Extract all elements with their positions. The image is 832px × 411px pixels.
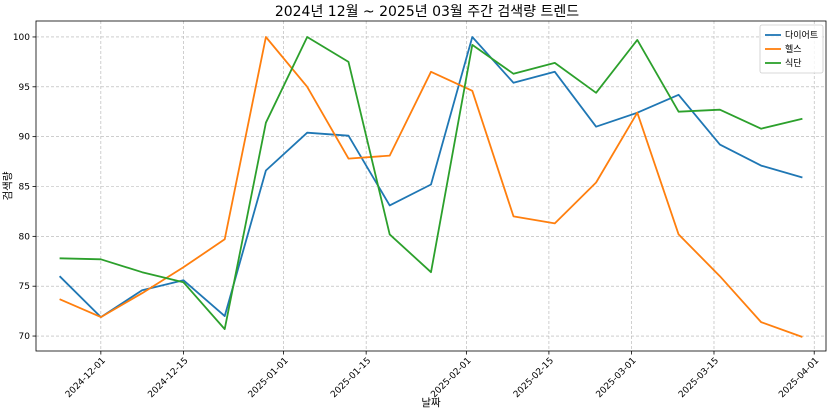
y-tick-label: 85 bbox=[19, 182, 30, 192]
ticks: 70 75 80 85 90 95 100 2024-12-01 2024-12-15 2025-… bbox=[13, 33, 822, 400]
series-line bbox=[58, 36, 803, 319]
y-tick-label: 80 bbox=[19, 232, 31, 242]
chart-title: 2024년 12월 ~ 2025년 03월 주간 검색량 트렌드 bbox=[275, 4, 579, 20]
grid bbox=[36, 21, 826, 351]
plot-frame bbox=[35, 20, 827, 352]
x-tick-label: 2024-12-01 bbox=[64, 356, 108, 400]
x-tick-label: 2025-01-01 bbox=[247, 356, 291, 400]
y-tick-label: 90 bbox=[19, 133, 31, 143]
y-axis-label: 검색량 bbox=[2, 171, 14, 200]
series-line bbox=[59, 36, 803, 331]
x-tick-label: 2025-03-01 bbox=[595, 356, 639, 400]
y-tick-label: 95 bbox=[19, 83, 30, 93]
x-axis-label: 날짜 bbox=[421, 397, 441, 409]
x-tick-label: 2025-02-15 bbox=[512, 356, 556, 400]
legend-label: 식단 bbox=[785, 58, 802, 69]
x-tick-label: 2025-04-01 bbox=[777, 356, 821, 400]
x-tick-label: 2024-12-15 bbox=[146, 356, 190, 400]
legend-box bbox=[759, 24, 824, 74]
series-lines bbox=[58, 36, 803, 338]
y-tick-label: 70 bbox=[19, 332, 31, 342]
y-tick-label: 75 bbox=[19, 282, 30, 292]
x-tick-label: 2025-03-15 bbox=[677, 356, 721, 400]
series-line bbox=[59, 36, 803, 338]
x-tick-label: 2025-02-01 bbox=[429, 356, 473, 400]
legend-label: 헬스 bbox=[785, 44, 802, 55]
y-tick-label: 100 bbox=[13, 33, 30, 43]
legend-label: 다이어트 bbox=[785, 30, 818, 41]
x-tick-label: 2025-01-15 bbox=[329, 356, 373, 400]
